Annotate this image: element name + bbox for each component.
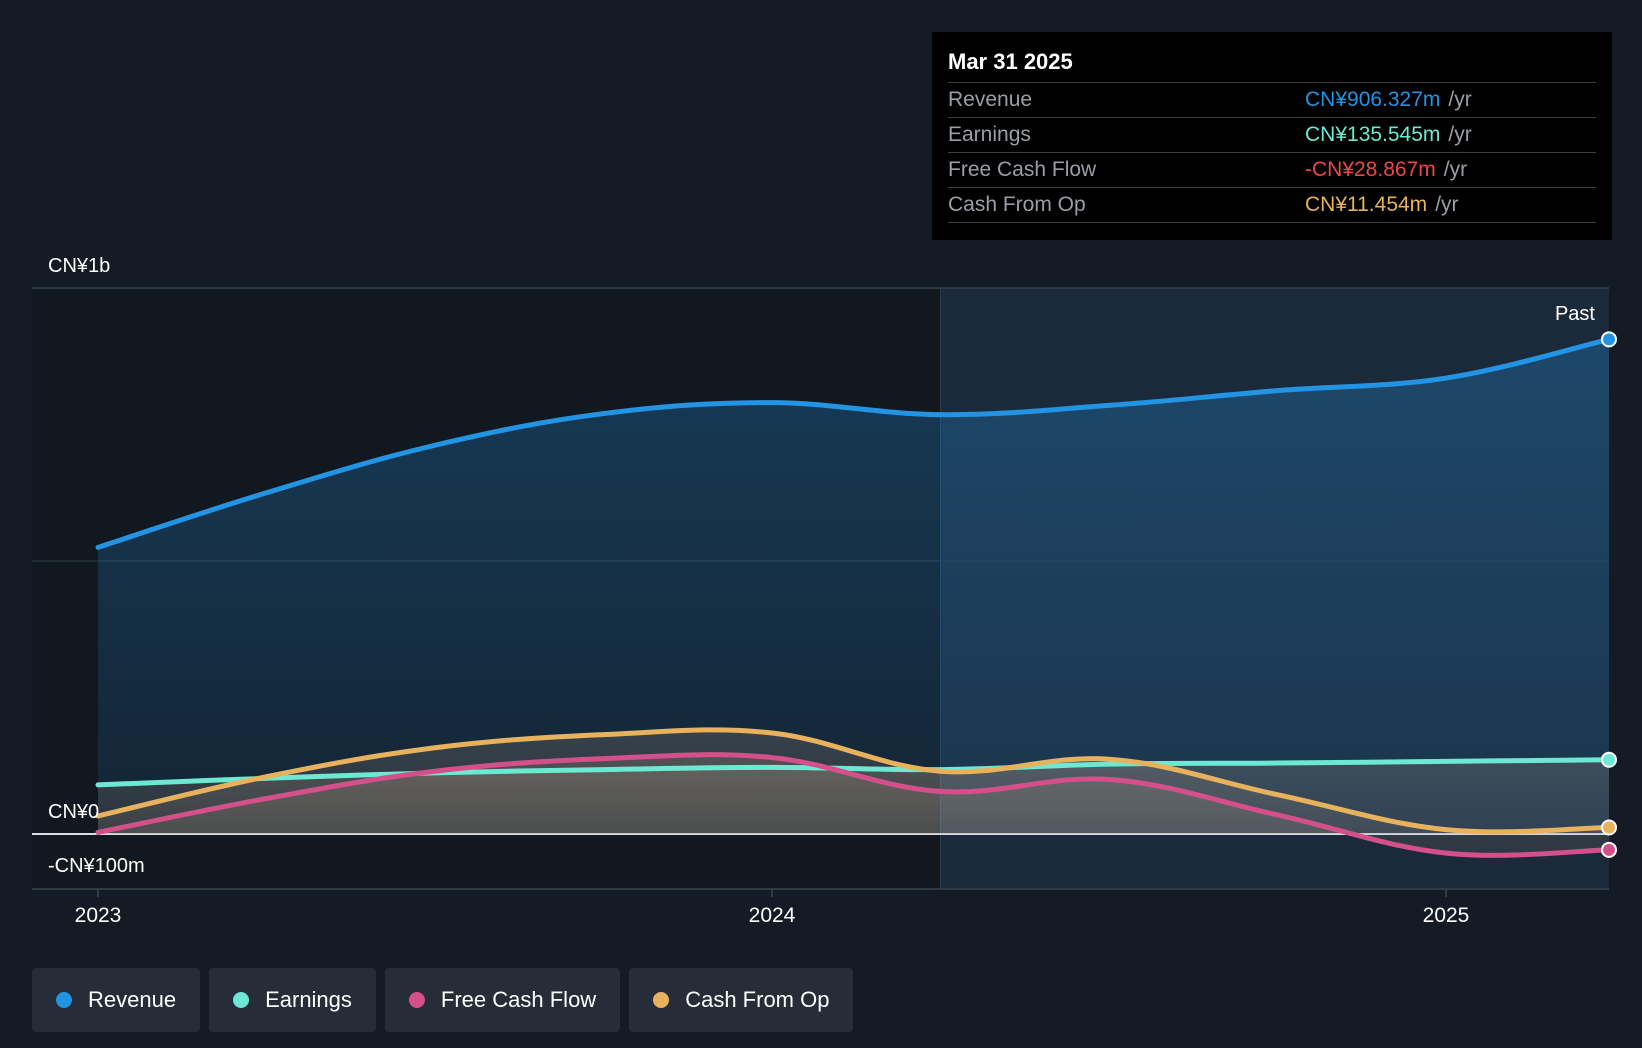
tooltip-value: CN¥135.545m/yr xyxy=(1305,118,1472,152)
free-cash-flow-dot-icon xyxy=(408,992,425,1008)
legend: Revenue Earnings Free Cash Flow Cash Fro… xyxy=(32,968,854,1032)
cash-from-op-dot-icon xyxy=(653,992,670,1008)
series-endpoints xyxy=(1601,331,1617,858)
tooltip-label: Cash From Op xyxy=(948,193,1086,216)
earnings-dot-icon xyxy=(233,992,250,1008)
tooltip-row-cash-from-op: Cash From Op CN¥11.454m/yr xyxy=(948,187,1596,223)
revenue-line xyxy=(95,336,1612,550)
legend-item-cash-from-op[interactable]: Cash From Op xyxy=(629,968,854,1032)
tooltip-label: Revenue xyxy=(948,88,1033,111)
tooltip-row-earnings: Earnings CN¥135.545m/yr xyxy=(948,117,1596,152)
legend-label: Revenue xyxy=(88,987,177,1012)
tooltip-date: Mar 31 2025 xyxy=(948,49,1073,74)
tooltip-panel: Mar 31 2025 Revenue CN¥906.327m/yr Earni… xyxy=(932,32,1612,240)
free-cash-flow-endpoint xyxy=(1601,841,1617,858)
revenue-endpoint xyxy=(1601,331,1617,348)
tooltip-value: CN¥906.327m/yr xyxy=(1305,83,1472,117)
tooltip-unit: /yr xyxy=(1443,158,1468,181)
past-label: Past xyxy=(1555,303,1595,325)
axis-labels: CN¥1b CN¥0 -CN¥100m 2023 2024 2025 xyxy=(48,255,1469,927)
legend-item-earnings[interactable]: Earnings xyxy=(209,968,376,1032)
x-tick-label: 2023 xyxy=(75,904,122,927)
tooltip-value-text: -CN¥28.867m xyxy=(1305,158,1436,181)
cash-from-op-line xyxy=(95,727,1612,835)
revenue-area xyxy=(98,339,1609,834)
series-lines xyxy=(95,336,1612,858)
earnings-line xyxy=(95,757,1612,788)
tooltip-unit: /yr xyxy=(1448,123,1472,146)
legend-item-free-cash-flow[interactable]: Free Cash Flow xyxy=(384,968,621,1032)
tooltip-unit: /yr xyxy=(1448,88,1472,111)
free-cash-flow-line xyxy=(95,752,1612,858)
tooltip-value-text: CN¥11.454m xyxy=(1305,193,1428,216)
y-tick-label: CN¥0 xyxy=(48,801,99,823)
tooltip-value: CN¥11.454m/yr xyxy=(1305,188,1459,222)
tooltip-value-text: CN¥906.327m xyxy=(1305,88,1441,111)
x-tick-label: 2025 xyxy=(1423,904,1470,927)
tooltip-value: -CN¥28.867m/yr xyxy=(1305,153,1467,187)
tooltip-unit: /yr xyxy=(1435,193,1459,216)
x-tick-label: 2024 xyxy=(749,904,796,927)
y-tick-label: CN¥1b xyxy=(48,255,110,277)
legend-label: Earnings xyxy=(265,987,352,1012)
revenue-dot-icon xyxy=(56,992,72,1008)
legend-label: Free Cash Flow xyxy=(440,987,597,1012)
legend-item-revenue[interactable]: Revenue xyxy=(32,968,201,1032)
earnings-endpoint xyxy=(1601,751,1617,768)
tooltip-label: Free Cash Flow xyxy=(948,158,1097,181)
tooltip-row-free-cash-flow: Free Cash Flow -CN¥28.867m/yr xyxy=(948,152,1596,187)
cash-from-op-endpoint xyxy=(1601,819,1617,836)
chart-canvas: CN¥1b CN¥0 -CN¥100m 2023 2024 2025 Past xyxy=(32,255,1617,927)
legend-label: Cash From Op xyxy=(685,987,830,1012)
cash-from-op-area xyxy=(98,729,1609,834)
tooltip-row-revenue: Revenue CN¥906.327m/yr xyxy=(948,82,1596,117)
tooltip-value-text: CN¥135.545m xyxy=(1305,123,1441,146)
tooltip-label: Earnings xyxy=(948,123,1031,146)
series-fills xyxy=(98,339,1609,856)
y-tick-label: -CN¥100m xyxy=(48,855,145,877)
